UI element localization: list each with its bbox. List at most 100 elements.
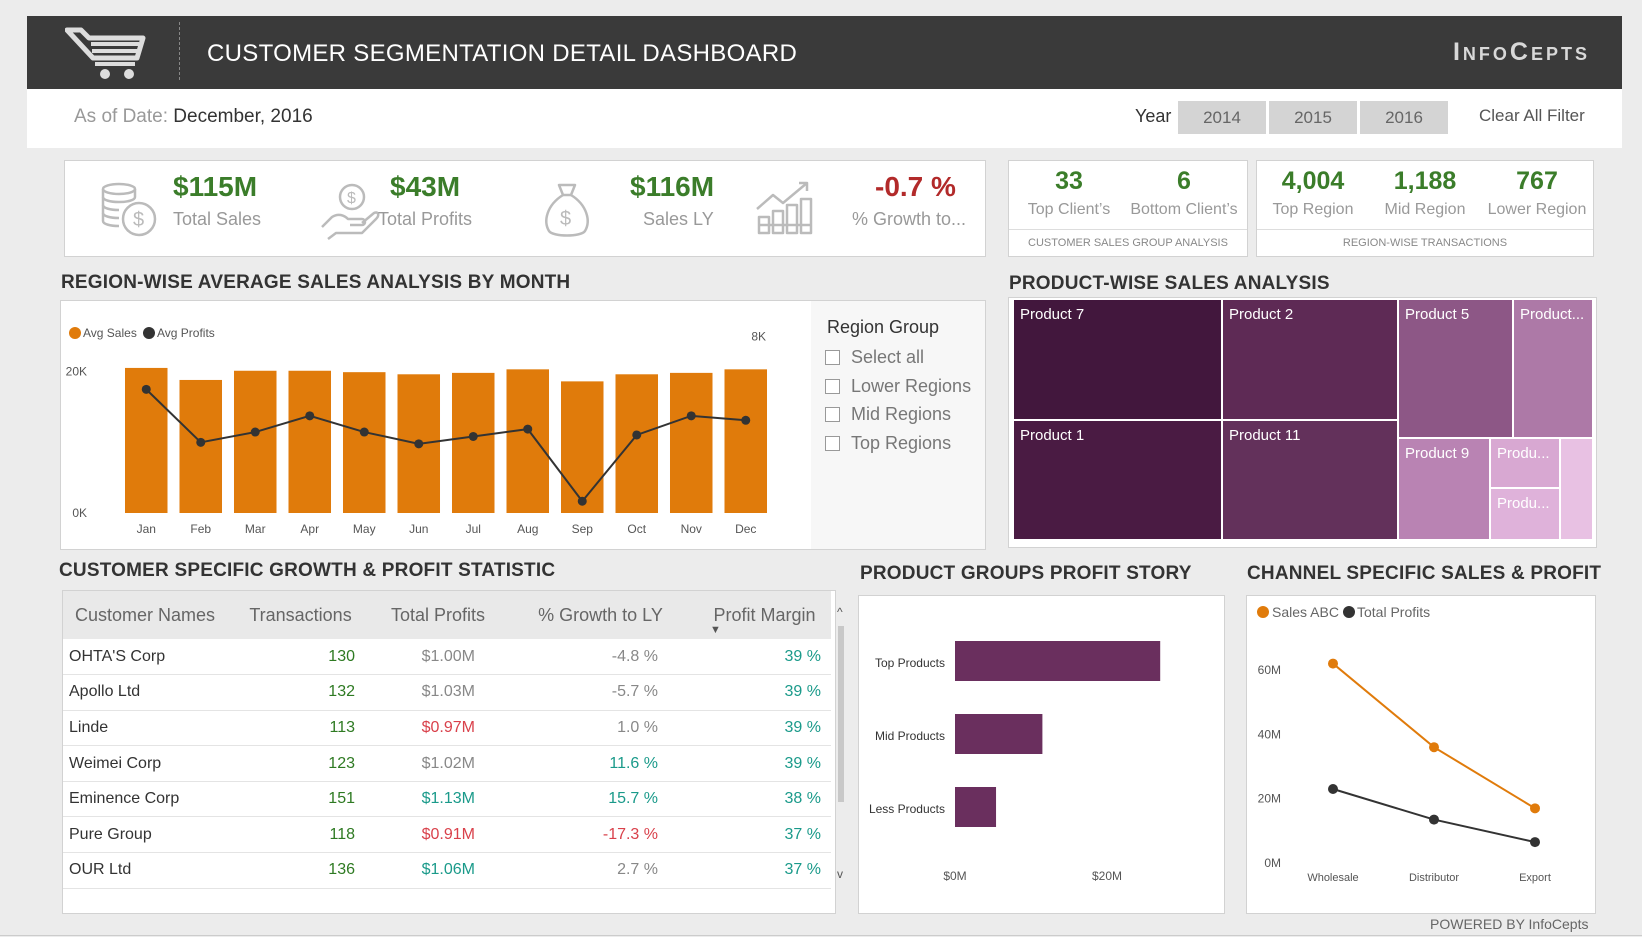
legend-marker-avg-profits — [143, 327, 155, 339]
cell-customer-name: Pure Group — [63, 816, 228, 854]
cell-customer-name: OHTA'S Corp — [63, 639, 228, 676]
col-header-total-profits[interactable]: Total Profits — [373, 591, 503, 639]
table-row[interactable]: OHTA'S Corp 130 $1.00M -4.8 % 39 % — [63, 639, 831, 676]
treemap-tile-product-11[interactable]: Product 11 — [1223, 421, 1397, 539]
cell-profit-margin: 38 % — [698, 781, 831, 818]
page-title: CUSTOMER SEGMENTATION DETAIL DASHBOARD — [207, 40, 798, 67]
treemap-tile-product-small-1[interactable]: Produ... — [1491, 439, 1559, 487]
treemap-label: Produ... — [1497, 495, 1550, 512]
svg-text:$: $ — [560, 208, 571, 230]
cell-total-profits: $1.13M — [373, 781, 503, 818]
col-header-profit-margin[interactable]: Profit Margin ▼ — [698, 591, 831, 639]
treemap-label: Product 5 — [1405, 306, 1470, 323]
treemap-tile-product-9[interactable]: Product 9 — [1399, 439, 1489, 539]
product-groups-chart: Top Products Mid Products Less Products $0M… — [869, 641, 1161, 883]
scrollbar-track[interactable] — [834, 591, 835, 913]
cell-customer-name: OUR Ltd — [63, 852, 228, 889]
bar-avg-sales — [451, 372, 495, 513]
treemap-tile-product-small-3[interactable] — [1561, 439, 1592, 539]
year-button-2015[interactable]: 2015 — [1269, 101, 1357, 134]
series-point — [1530, 803, 1540, 814]
kpi-total-sales-value: $115M — [173, 171, 258, 202]
x-tick-label: $20M — [1092, 869, 1122, 883]
table-row[interactable]: Apollo Ltd 132 $1.03M -5.7 % 39 % — [63, 674, 831, 711]
x-tick-label: May — [353, 522, 376, 536]
cell-profit-margin: 39 % — [698, 674, 831, 711]
col-header-customer-names[interactable]: Customer Names — [63, 591, 228, 639]
kpi-growth-label: % Growth to... — [852, 209, 967, 229]
x-tick-label: Export — [1519, 872, 1551, 884]
bar-avg-sales — [233, 370, 277, 513]
line-avg-profits — [145, 388, 746, 503]
checkbox[interactable] — [825, 407, 840, 422]
checkbox[interactable] — [825, 436, 840, 451]
treemap-label: Product 2 — [1229, 306, 1294, 323]
x-tick-label: Jan — [137, 522, 156, 536]
cell-growth: -17.3 % — [503, 816, 698, 854]
region-transactions-footer: REGION-WISE TRANSACTIONS — [1342, 237, 1508, 249]
kpi-sales-ly-label: Sales LY — [643, 209, 714, 229]
region-group-title: Region Group — [827, 317, 940, 337]
treemap-label: Product 1 — [1020, 427, 1085, 444]
bar-avg-sales — [669, 372, 713, 513]
cell-profit-margin: 39 % — [698, 639, 831, 676]
col-header-transactions[interactable]: Transactions — [228, 591, 373, 639]
treemap-tile-product-small-2[interactable]: Produ... — [1491, 489, 1559, 539]
x-tick-label: Aug — [517, 522, 538, 536]
cell-profit-margin: 39 % — [698, 745, 831, 782]
table-row[interactable]: Pure Group 118 $0.91M -17.3 % 37 % — [63, 816, 831, 854]
treemap-tile-product-1[interactable]: Product 1 — [1014, 421, 1221, 539]
table-row[interactable]: Weimei Corp 123 $1.02M 11.6 % 39 % — [63, 745, 831, 782]
year-button-2014[interactable]: 2014 — [1178, 101, 1266, 134]
channel-chart: Sales ABC Total Profits 0M 20M 40M 60M Wholesa… — [1257, 604, 1551, 884]
checkbox[interactable] — [825, 350, 840, 365]
col-header-growth[interactable]: % Growth to LY — [503, 591, 698, 639]
treemap-tile-product-other[interactable]: Product... — [1514, 300, 1592, 437]
svg-text:$: $ — [347, 190, 356, 207]
bar-avg-sales — [724, 369, 768, 513]
as-of-value: December, 2016 — [173, 106, 313, 127]
bar-avg-sales — [560, 381, 604, 513]
series-point — [1429, 742, 1439, 753]
year-button-2016[interactable]: 2016 — [1360, 101, 1448, 134]
treemap-tile-product-5[interactable]: Product 5 — [1399, 300, 1512, 437]
cell-transactions: 118 — [228, 816, 373, 854]
checkbox[interactable] — [825, 379, 840, 394]
legend-label-total-profits: Total Profits — [1357, 604, 1430, 620]
header-divider — [179, 22, 180, 80]
brand-logo: InfoCepts — [1452, 38, 1590, 66]
coins-dollar-icon: $ — [99, 181, 159, 244]
x-tick-label: Distributor — [1409, 872, 1459, 884]
product-groups-panel: Top Products Mid Products Less Products $0M… — [858, 595, 1225, 914]
bar-avg-sales — [506, 369, 550, 513]
legend-label-sales-abc: Sales ABC — [1272, 604, 1339, 620]
clear-all-filter-button[interactable]: Clear All Filter — [1479, 106, 1585, 125]
cell-profit-margin: 37 % — [698, 852, 831, 889]
legend-marker-total-profits — [1343, 606, 1355, 618]
table-row[interactable]: Linde 113 $0.97M 1.0 % 39 % — [63, 710, 831, 747]
y-tick-label: 40M — [1258, 727, 1281, 741]
x-tick-label: Jun — [409, 522, 428, 536]
product-chart-title: PRODUCT-WISE SALES ANALYSIS — [1009, 273, 1330, 294]
sort-desc-icon[interactable]: ▼ — [710, 624, 721, 636]
cell-transactions: 123 — [228, 745, 373, 782]
cell-transactions: 136 — [228, 852, 373, 889]
kpi-panel: $ $115M Total Sales $ $43M Total Profits… — [64, 160, 986, 257]
treemap-tile-product-7[interactable]: Product 7 — [1014, 300, 1221, 419]
table-row[interactable]: OUR Ltd 136 $1.06M 2.7 % 37 % — [63, 852, 831, 889]
customer-sales-group-footer: CUSTOMER SALES GROUP ANALYSIS — [1028, 237, 1228, 249]
scroll-down-icon[interactable]: v — [837, 867, 843, 881]
table-row[interactable]: Eminence Corp 151 $1.13M 15.7 % 38 % — [63, 781, 831, 818]
scrollbar-thumb[interactable] — [838, 626, 844, 802]
bottom-rule — [0, 935, 1642, 936]
bar-avg-sales — [615, 374, 659, 513]
treemap-tile-product-2[interactable]: Product 2 — [1223, 300, 1397, 419]
channel-chart-panel: Sales ABC Total Profits 0M 20M 40M 60M Wholesa… — [1246, 595, 1596, 914]
cell-total-profits: $0.91M — [373, 816, 503, 854]
kpi-growth-value: -0.7 % — [875, 171, 956, 202]
scroll-up-icon[interactable]: ^ — [837, 605, 843, 619]
top-region-label: Top Region — [1272, 201, 1354, 218]
money-bag-icon: $ — [541, 181, 593, 244]
bar-product-group — [955, 641, 1161, 681]
groups-title: PRODUCT GROUPS PROFIT STORY — [860, 563, 1192, 584]
